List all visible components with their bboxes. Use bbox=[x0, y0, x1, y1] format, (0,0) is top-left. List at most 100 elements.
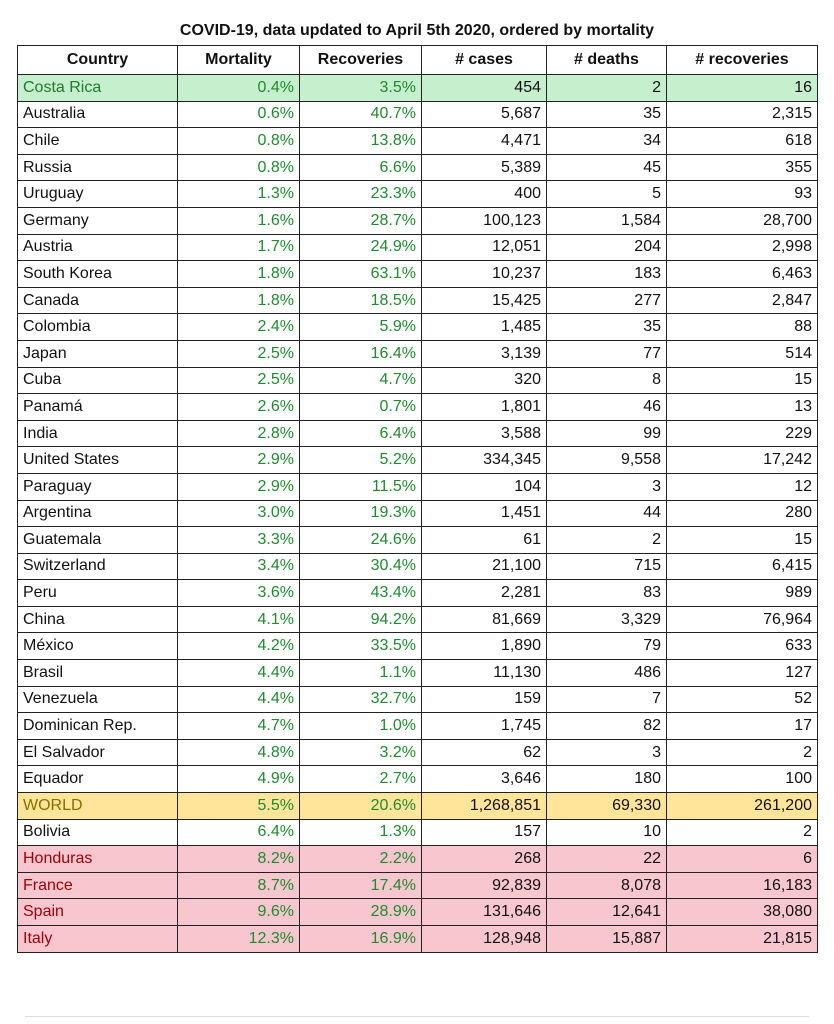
cell-deaths: 15,887 bbox=[546, 925, 667, 953]
cell-deaths: 10 bbox=[546, 818, 667, 847]
cell-recoveries: 355 bbox=[666, 153, 818, 182]
cell-recoveries-pct: 6.6% bbox=[299, 153, 422, 182]
cell-deaths: 183 bbox=[546, 260, 667, 288]
cell-deaths: 180 bbox=[546, 765, 667, 794]
cell-country: Chile bbox=[17, 127, 178, 155]
cell-country: Canada bbox=[17, 286, 178, 315]
cell-mortality: 4.2% bbox=[177, 632, 300, 661]
cell-mortality: 2.5% bbox=[177, 339, 300, 368]
cell-country: Costa Rica bbox=[17, 74, 178, 102]
cell-mortality: 4.1% bbox=[177, 605, 300, 634]
cell-recoveries-pct: 2.2% bbox=[299, 845, 422, 873]
cell-mortality: 0.8% bbox=[177, 127, 300, 155]
cell-country: Brasil bbox=[17, 659, 178, 687]
cell-deaths: 3,329 bbox=[546, 605, 667, 634]
header-recoveries-pct: Recoveries bbox=[299, 45, 422, 75]
cell-recoveries-pct: 5.9% bbox=[299, 313, 422, 341]
cell-mortality: 1.3% bbox=[177, 180, 300, 208]
header-row: Country Mortality Recoveries # cases # d… bbox=[17, 45, 818, 75]
cell-recoveries-pct: 33.5% bbox=[299, 632, 422, 661]
cell-deaths: 5 bbox=[546, 180, 667, 208]
cell-country: Austria bbox=[17, 233, 178, 262]
cell-country: Russia bbox=[17, 153, 178, 182]
cell-cases: 454 bbox=[421, 74, 547, 102]
cell-cases: 3,588 bbox=[421, 419, 547, 448]
table-body: Costa Rica 0.4% 3.5% 454 2 16 Australia 0.6% 40.… bbox=[17, 74, 818, 953]
table-row: Uruguay 1.3% 23.3% 400 5 93 bbox=[17, 180, 818, 208]
cell-mortality: 3.6% bbox=[177, 579, 300, 607]
cell-recoveries-pct: 28.9% bbox=[299, 898, 422, 926]
cell-recoveries: 17 bbox=[666, 712, 818, 740]
cell-deaths: 77 bbox=[546, 339, 667, 368]
cell-cases: 131,646 bbox=[421, 898, 547, 926]
cell-mortality: 2.6% bbox=[177, 393, 300, 421]
header-recoveries: # recoveries bbox=[666, 45, 818, 75]
cell-recoveries-pct: 40.7% bbox=[299, 100, 422, 129]
cell-mortality: 1.8% bbox=[177, 286, 300, 315]
cell-deaths: 82 bbox=[546, 712, 667, 740]
cell-recoveries-pct: 1.3% bbox=[299, 818, 422, 847]
cell-country: United States bbox=[17, 446, 178, 474]
cell-recoveries-pct: 4.7% bbox=[299, 366, 422, 395]
cell-deaths: 9,558 bbox=[546, 446, 667, 474]
cell-deaths: 204 bbox=[546, 233, 667, 262]
cell-recoveries: 229 bbox=[666, 419, 818, 448]
cell-recoveries: 38,080 bbox=[666, 898, 818, 926]
cell-mortality: 1.6% bbox=[177, 206, 300, 235]
cell-deaths: 45 bbox=[546, 153, 667, 182]
cell-recoveries: 28,700 bbox=[666, 206, 818, 235]
cell-cases: 62 bbox=[421, 738, 547, 767]
cell-recoveries: 2,847 bbox=[666, 286, 818, 315]
header-country: Country bbox=[17, 45, 178, 75]
cell-country: Bolivia bbox=[17, 818, 178, 847]
table-row: Australia 0.6% 40.7% 5,687 35 2,315 bbox=[17, 100, 818, 129]
cell-deaths: 3 bbox=[546, 738, 667, 767]
cell-recoveries-pct: 94.2% bbox=[299, 605, 422, 634]
table-row: United States 2.9% 5.2% 334,345 9,558 17,242 bbox=[17, 446, 818, 474]
table-row: Bolivia 6.4% 1.3% 157 10 2 bbox=[17, 818, 818, 847]
cell-recoveries-pct: 0.7% bbox=[299, 393, 422, 421]
cell-deaths: 7 bbox=[546, 685, 667, 714]
table-row: Costa Rica 0.4% 3.5% 454 2 16 bbox=[17, 74, 818, 102]
table-row: South Korea 1.8% 63.1% 10,237 183 6,463 bbox=[17, 260, 818, 288]
covid-table: Country Mortality Recoveries # cases # d… bbox=[17, 45, 818, 953]
cell-recoveries: 6,463 bbox=[666, 260, 818, 288]
cell-country: Colombia bbox=[17, 313, 178, 341]
cell-recoveries-pct: 16.9% bbox=[299, 925, 422, 953]
cell-recoveries-pct: 1.1% bbox=[299, 659, 422, 687]
cell-country: Germany bbox=[17, 206, 178, 235]
table-row: Brasil 4.4% 1.1% 11,130 486 127 bbox=[17, 659, 818, 687]
table-row: Guatemala 3.3% 24.6% 61 2 15 bbox=[17, 526, 818, 554]
table-row: Honduras 8.2% 2.2% 268 22 6 bbox=[17, 845, 818, 873]
cell-country: India bbox=[17, 419, 178, 448]
cell-recoveries: 16 bbox=[666, 74, 818, 102]
cell-cases: 100,123 bbox=[421, 206, 547, 235]
table-row: Dominican Rep. 4.7% 1.0% 1,745 82 17 bbox=[17, 712, 818, 740]
cell-mortality: 4.9% bbox=[177, 765, 300, 794]
cell-deaths: 79 bbox=[546, 632, 667, 661]
cell-mortality: 2.9% bbox=[177, 472, 300, 501]
cell-cases: 400 bbox=[421, 180, 547, 208]
cell-deaths: 83 bbox=[546, 579, 667, 607]
table-row: Austria 1.7% 24.9% 12,051 204 2,998 bbox=[17, 233, 818, 262]
table-row: El Salvador 4.8% 3.2% 62 3 2 bbox=[17, 738, 818, 767]
cell-country: South Korea bbox=[17, 260, 178, 288]
cell-deaths: 69,330 bbox=[546, 792, 667, 820]
header-deaths: # deaths bbox=[546, 45, 667, 75]
cell-deaths: 277 bbox=[546, 286, 667, 315]
table-row: Peru 3.6% 43.4% 2,281 83 989 bbox=[17, 579, 818, 607]
cell-deaths: 486 bbox=[546, 659, 667, 687]
cell-recoveries: 15 bbox=[666, 526, 818, 554]
cell-country: Honduras bbox=[17, 845, 178, 873]
cell-deaths: 715 bbox=[546, 552, 667, 581]
cell-cases: 5,389 bbox=[421, 153, 547, 182]
cell-recoveries-pct: 20.6% bbox=[299, 792, 422, 820]
cell-cases: 157 bbox=[421, 818, 547, 847]
cell-recoveries: 2 bbox=[666, 818, 818, 847]
cell-mortality: 4.8% bbox=[177, 738, 300, 767]
cell-recoveries: 261,200 bbox=[666, 792, 818, 820]
cell-recoveries: 17,242 bbox=[666, 446, 818, 474]
header-mortality: Mortality bbox=[177, 45, 300, 75]
cell-recoveries-pct: 16.4% bbox=[299, 339, 422, 368]
cell-deaths: 3 bbox=[546, 472, 667, 501]
